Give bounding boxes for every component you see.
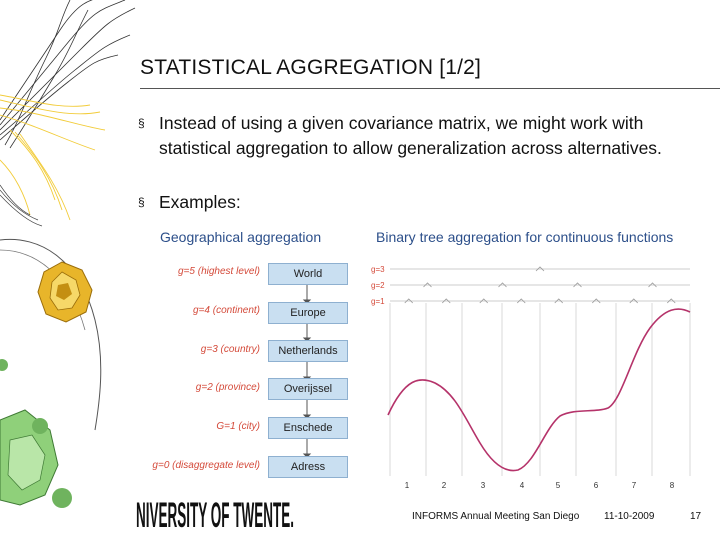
bullet-text: Instead of using a given covariance matr… bbox=[159, 113, 662, 158]
x-tick-label: 8 bbox=[670, 481, 675, 490]
tree-node-mark bbox=[441, 298, 451, 304]
slide-title: STATISTICAL AGGREGATION [1/2] bbox=[140, 56, 482, 79]
tree-node-mark bbox=[535, 266, 545, 272]
title-divider bbox=[140, 88, 720, 89]
tree-node-mark bbox=[573, 282, 582, 288]
bullet-marker: § bbox=[138, 195, 145, 209]
hierarchy-connectors bbox=[302, 284, 312, 458]
level-label: G=1 (city) bbox=[216, 421, 260, 432]
x-tick-label: 1 bbox=[405, 481, 410, 490]
tree-node-mark bbox=[591, 298, 601, 304]
footer-date: 11-10-2009 bbox=[604, 511, 655, 522]
x-tick-label: 7 bbox=[632, 481, 637, 490]
tree-node-mark bbox=[666, 298, 676, 304]
function-curve bbox=[387, 308, 691, 472]
hierarchy-box-adress: Adress bbox=[268, 456, 348, 478]
level-label: g=5 (highest level) bbox=[178, 266, 260, 277]
tree-level-label: g=3 bbox=[371, 265, 385, 274]
hierarchy-box-europe: Europe bbox=[268, 302, 348, 324]
hierarchy-box-overijssel: Overijssel bbox=[268, 378, 348, 400]
x-tick-label: 5 bbox=[556, 481, 561, 490]
x-tick-label: 6 bbox=[594, 481, 599, 490]
level-label: g=4 (continent) bbox=[193, 305, 260, 316]
hierarchy-box-world: World bbox=[268, 263, 348, 285]
tree-node-mark bbox=[629, 298, 639, 304]
tree-node-mark bbox=[479, 298, 489, 304]
level-label: g=0 (disaggregate level) bbox=[152, 460, 260, 471]
page-number: 17 bbox=[690, 511, 702, 522]
level-label: g=3 (country) bbox=[200, 344, 260, 355]
x-tick-label: 3 bbox=[481, 481, 486, 490]
binary-tree-diagram: g=3 g=2 g=1 1 2 3 4 5 6 7 8 bbox=[371, 265, 691, 490]
x-tick-label: 4 bbox=[520, 481, 525, 490]
tree-node-mark bbox=[554, 298, 564, 304]
tree-node-mark bbox=[648, 282, 657, 288]
tree-node-mark bbox=[498, 282, 507, 288]
hierarchy-box-netherlands: Netherlands bbox=[268, 340, 348, 362]
fibre-lines bbox=[0, 0, 136, 149]
tree-node-mark bbox=[423, 282, 432, 288]
tree-level-label: g=2 bbox=[371, 281, 385, 290]
gold-polyhedron-icon bbox=[37, 261, 93, 323]
x-tick-label: 2 bbox=[442, 481, 447, 490]
decorative-artwork bbox=[0, 0, 136, 508]
level-label: g=2 (province) bbox=[195, 382, 260, 393]
logo-text: NIVERSITY OF TWENTE. bbox=[136, 496, 294, 533]
tree-node-mark bbox=[404, 298, 414, 304]
geographical-aggregation-heading: Geographical aggregation bbox=[160, 229, 322, 245]
bullet-marker: § bbox=[138, 116, 145, 130]
tree-level-label: g=1 bbox=[371, 297, 385, 306]
university-logo: NIVERSITY OF TWENTE. bbox=[136, 496, 294, 533]
hierarchy-box-enschede: Enschede bbox=[268, 417, 348, 439]
bullet-item: § Examples: bbox=[138, 190, 438, 216]
bullet-text: Examples: bbox=[159, 192, 241, 212]
green-crystal-icon bbox=[0, 359, 72, 508]
tree-node-mark bbox=[516, 298, 526, 304]
footer-meeting: INFORMS Annual Meeting San Diego bbox=[412, 511, 580, 522]
binary-tree-heading: Binary tree aggregation for continuous f… bbox=[376, 229, 674, 245]
bullet-item: § Instead of using a given covariance ma… bbox=[138, 111, 698, 187]
